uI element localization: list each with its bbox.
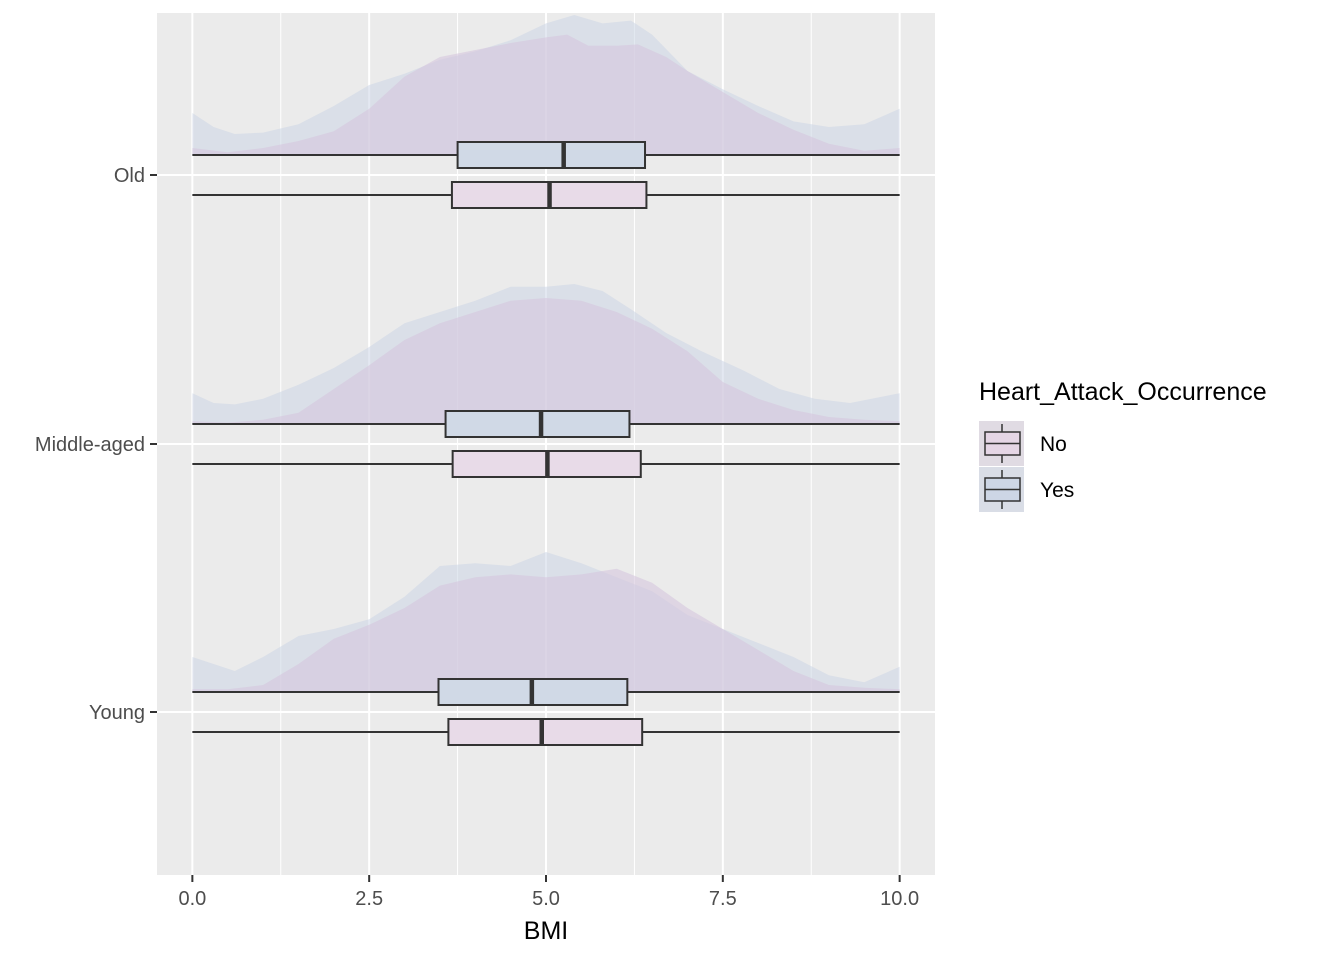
boxplot-middle-aged-no — [192, 450, 900, 478]
legend-label-yes: Yes — [1040, 479, 1074, 502]
y-tick-label: Old — [114, 165, 145, 187]
y-tick-label: Young — [89, 702, 145, 724]
boxplot-old-yes — [192, 141, 900, 169]
density-middle-aged-no — [192, 298, 900, 424]
legend-item-yes: Yes — [979, 467, 1074, 512]
x-axis: 0.0 2.5 5.0 7.5 10.0 — [178, 875, 919, 910]
legend: Heart_Attack_Occurrence No Yes — [979, 378, 1267, 512]
y-tick-label: Middle-aged — [35, 434, 145, 456]
boxplot-middle-aged-yes — [192, 410, 900, 438]
x-tick-label: 7.5 — [709, 888, 737, 910]
x-tick-label: 10.0 — [880, 888, 919, 910]
boxplot-young-no — [192, 718, 900, 746]
density-layer — [192, 15, 900, 692]
x-tick-label: 2.5 — [355, 888, 383, 910]
x-tick-label: 0.0 — [178, 888, 206, 910]
x-axis-title: BMI — [524, 917, 568, 945]
box-young-no — [447, 718, 644, 746]
legend-title: Heart_Attack_Occurrence — [979, 378, 1267, 406]
density-old-no — [192, 34, 900, 155]
boxplot-old-no — [192, 181, 900, 209]
x-tick-label: 5.0 — [532, 888, 560, 910]
box-old-yes — [456, 141, 647, 169]
box-middle-aged-yes — [444, 410, 631, 438]
boxplot-layer — [192, 141, 900, 746]
y-axis: Old Middle-aged Young — [35, 165, 157, 724]
legend-label-no: No — [1040, 433, 1067, 456]
boxplot-young-yes — [192, 678, 900, 706]
legend-item-no: No — [979, 421, 1067, 466]
density-young-no — [192, 568, 900, 692]
